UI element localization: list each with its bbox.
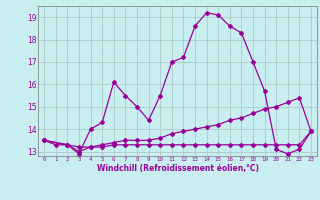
X-axis label: Windchill (Refroidissement éolien,°C): Windchill (Refroidissement éolien,°C): [97, 164, 259, 173]
